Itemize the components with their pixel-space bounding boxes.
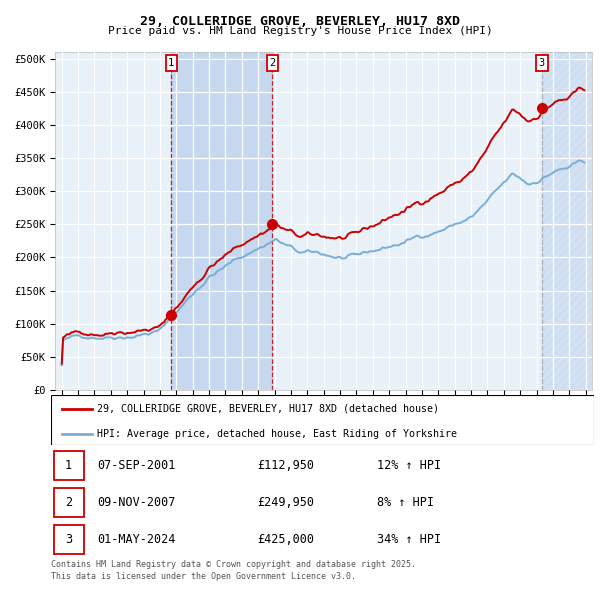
Text: 29, COLLERIDGE GROVE, BEVERLEY, HU17 8XD (detached house): 29, COLLERIDGE GROVE, BEVERLEY, HU17 8XD…	[97, 404, 439, 414]
Text: £249,950: £249,950	[257, 496, 314, 509]
Bar	[542, 52, 592, 390]
Text: This data is licensed under the Open Government Licence v3.0.: This data is licensed under the Open Gov…	[51, 572, 356, 581]
Text: 07-SEP-2001: 07-SEP-2001	[97, 459, 176, 472]
Text: 01-MAY-2024: 01-MAY-2024	[97, 533, 176, 546]
Text: 1: 1	[65, 459, 72, 472]
Text: Price paid vs. HM Land Registry's House Price Index (HPI): Price paid vs. HM Land Registry's House …	[107, 26, 493, 36]
Bar	[54, 525, 83, 554]
Text: 3: 3	[65, 533, 72, 546]
Text: £425,000: £425,000	[257, 533, 314, 546]
Text: 2: 2	[269, 58, 275, 68]
Text: 8% ↑ HPI: 8% ↑ HPI	[377, 496, 434, 509]
Text: 1: 1	[168, 58, 175, 68]
Bar	[54, 488, 83, 517]
Text: HPI: Average price, detached house, East Riding of Yorkshire: HPI: Average price, detached house, East…	[97, 429, 457, 439]
Text: Contains HM Land Registry data © Crown copyright and database right 2025.: Contains HM Land Registry data © Crown c…	[51, 560, 416, 569]
Text: 09-NOV-2007: 09-NOV-2007	[97, 496, 176, 509]
Bar	[171, 52, 272, 390]
Text: 29, COLLERIDGE GROVE, BEVERLEY, HU17 8XD: 29, COLLERIDGE GROVE, BEVERLEY, HU17 8XD	[140, 15, 460, 28]
Bar	[54, 451, 83, 480]
Text: £112,950: £112,950	[257, 459, 314, 472]
Text: 2: 2	[65, 496, 72, 509]
Text: 3: 3	[539, 58, 545, 68]
Text: 12% ↑ HPI: 12% ↑ HPI	[377, 459, 441, 472]
Text: 34% ↑ HPI: 34% ↑ HPI	[377, 533, 441, 546]
